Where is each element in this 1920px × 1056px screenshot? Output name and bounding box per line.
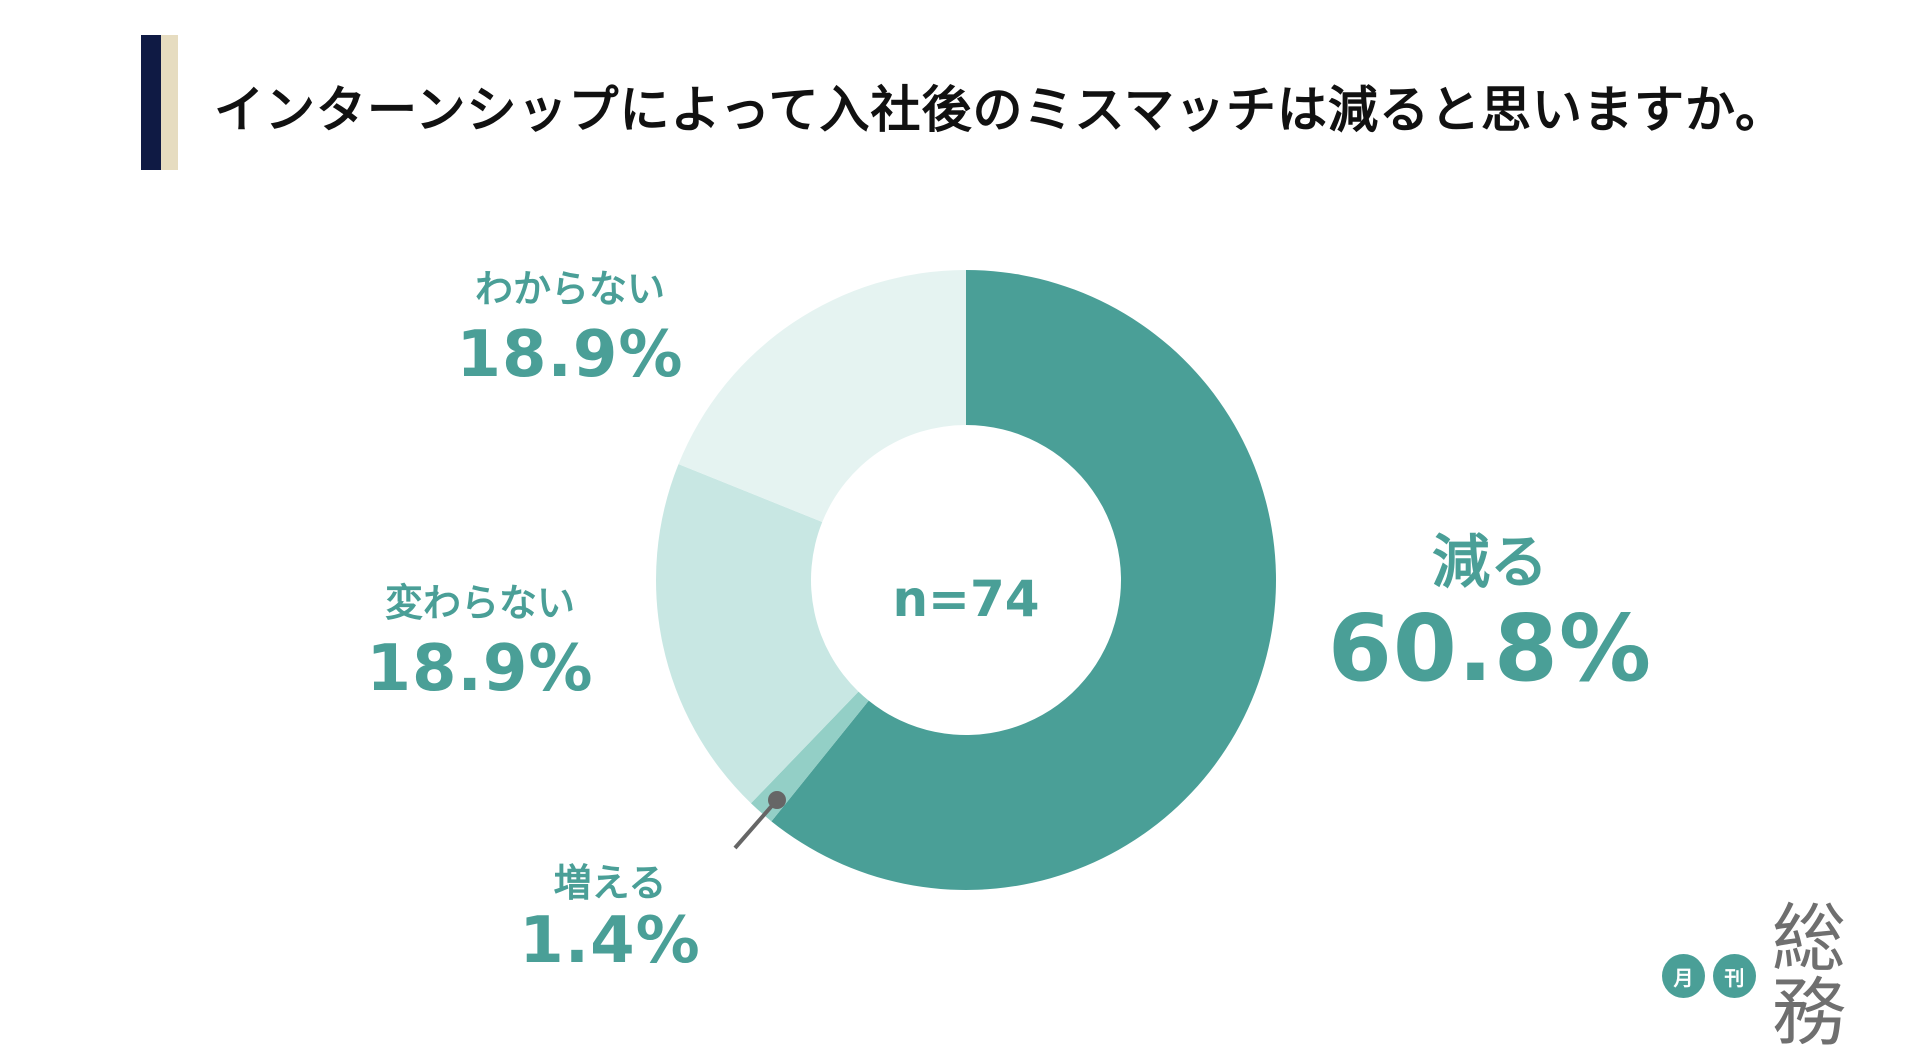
logo-text: 総務 <box>1771 896 1848 1056</box>
slice-value-unchanged: 18.9% <box>366 632 594 706</box>
slice-value-decrease: 60.8% <box>1327 595 1653 702</box>
center-label: n=74 <box>892 570 1040 628</box>
slice-label-unknown: わからない <box>474 267 665 311</box>
slice-unknown <box>678 270 966 523</box>
slice-label-decrease: 減る <box>1431 528 1548 596</box>
slice-unchanged <box>656 464 859 804</box>
donut-chart <box>656 270 1276 890</box>
slice-label-unchanged: 変わらない <box>384 581 575 625</box>
slice-value-unknown: 18.9% <box>456 318 684 392</box>
title-accent-bar-dark <box>141 35 161 170</box>
publisher-logo: 月 刊 総務 <box>1662 902 1920 1050</box>
leader-dot <box>768 791 786 809</box>
title-accent-bar-light <box>161 35 178 170</box>
slice-increase <box>750 691 869 822</box>
logo-circle-1: 月 <box>1662 954 1705 998</box>
slice-label-increase: 増える <box>553 861 667 905</box>
slice-decrease <box>771 270 1276 890</box>
logo-circle-2: 刊 <box>1712 954 1756 998</box>
leader-line <box>733 798 779 850</box>
chart-title: インターンシップによって入社後のミスマッチは減ると思いますか。 <box>214 81 1786 139</box>
slice-value-increase: 1.4% <box>519 904 701 978</box>
donut-slices <box>656 270 1276 890</box>
